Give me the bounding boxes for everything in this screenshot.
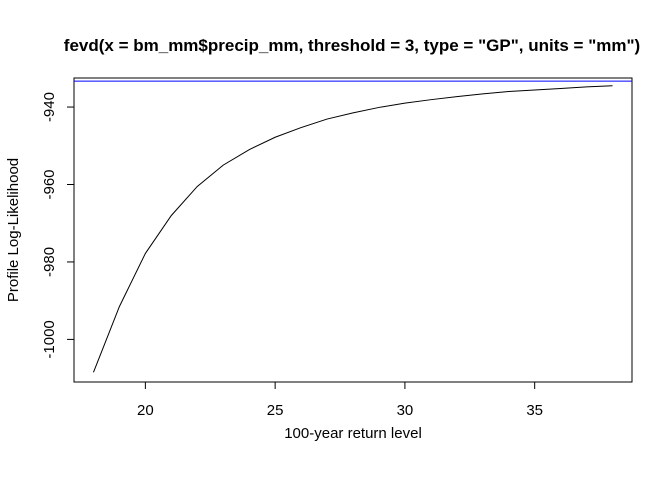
y-axis-title: Profile Log-Likelihood bbox=[5, 158, 22, 302]
series-line bbox=[93, 85, 613, 373]
y-tick-label: -940 bbox=[41, 92, 58, 122]
y-axis: -940 -960 -980 -1000 bbox=[41, 92, 75, 359]
x-tick-label: 35 bbox=[526, 402, 543, 419]
y-tick-label: -980 bbox=[41, 247, 58, 277]
x-tick-label: 20 bbox=[137, 402, 154, 419]
plot-frame bbox=[73, 77, 633, 383]
x-tick-label: 30 bbox=[397, 402, 414, 419]
x-axis: 20 25 30 35 bbox=[137, 381, 543, 419]
y-tick-label: -960 bbox=[41, 169, 58, 199]
x-axis-title: 100-year return level bbox=[284, 425, 422, 442]
chart-title: fevd(x = bm_mm$precip_mm, threshold = 3,… bbox=[64, 36, 640, 55]
x-tick-label: 25 bbox=[267, 402, 284, 419]
y-tick-label: -1000 bbox=[41, 320, 58, 358]
